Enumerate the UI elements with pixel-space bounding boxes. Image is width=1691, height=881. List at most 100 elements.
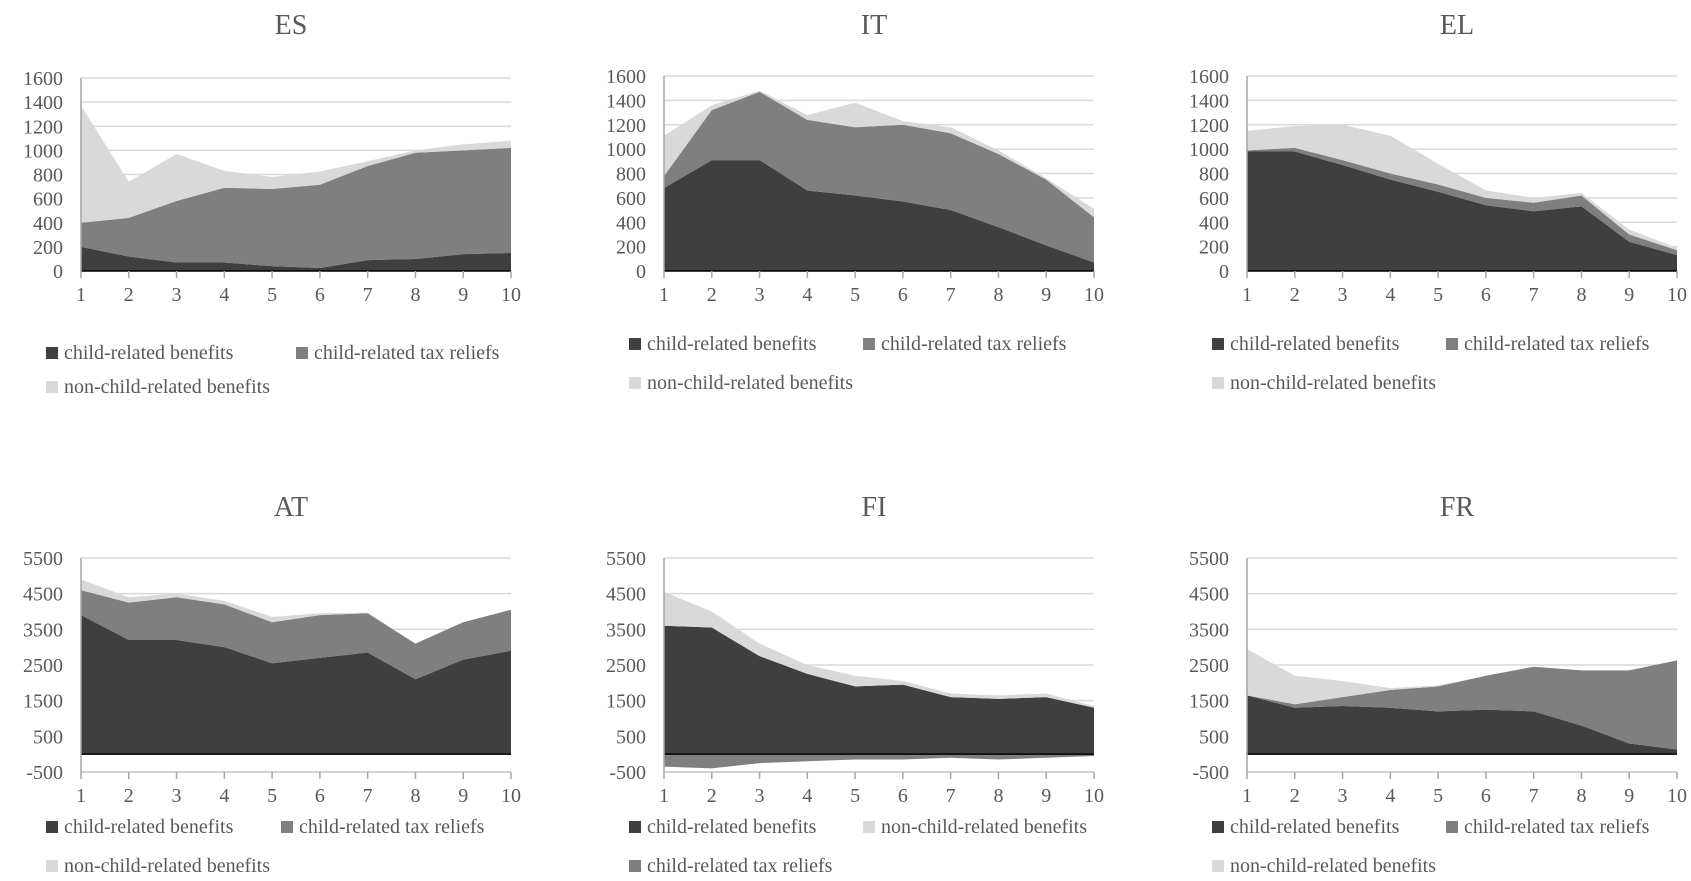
chart-at-xtick-label: 5	[267, 785, 277, 807]
chart-es-xtick-label: 6	[315, 284, 325, 306]
chart-el-xtick-label: 4	[1385, 284, 1395, 306]
chart-fr-ytick-label: 1500	[1189, 691, 1229, 713]
chart-fi-ytick-label: 2500	[606, 655, 646, 677]
chart-es-legend-swatch-non-child-related-benefits	[46, 381, 58, 393]
chart-fi-ytick-label: 500	[616, 726, 646, 748]
chart-fi-xtick-label: 1	[659, 785, 669, 807]
chart-at-ytick-label: 2500	[23, 655, 63, 677]
chart-el-ytick-label: 800	[1199, 164, 1229, 186]
chart-es-xtick-label: 3	[172, 284, 182, 306]
chart-el-legend-label-non-child-related-benefits: non-child-related benefits	[1230, 372, 1436, 394]
chart-it-xtick-label: 6	[898, 284, 908, 306]
chart-fi-legend-swatch-child-related-tax-reliefs	[629, 860, 641, 872]
chart-es-xtick-label: 8	[410, 284, 420, 306]
chart-at-area-child-related-tax-reliefs	[81, 590, 511, 680]
chart-es-xtick-label: 2	[124, 284, 134, 306]
chart-at-xtick-label: 4	[219, 785, 229, 807]
chart-el-ytick-label: 0	[1219, 261, 1229, 283]
chart-es-legend-swatch-child-related-benefits	[46, 347, 58, 359]
chart-fr-legend-label-child-related-benefits: child-related benefits	[1230, 816, 1400, 838]
chart-it-xtick-label: 1	[659, 284, 669, 306]
chart-at-ytick-label: 3500	[23, 619, 63, 641]
chart-at-xtick-label: 7	[363, 785, 373, 807]
chart-fr-xtick-label: 9	[1624, 785, 1634, 807]
chart-fr-xtick-label: 10	[1667, 785, 1687, 807]
chart-fi-area-child-related-tax-reliefs	[664, 754, 1094, 769]
chart-fi-xtick-label: 3	[755, 785, 765, 807]
chart-it-legend-label-non-child-related-benefits: non-child-related benefits	[647, 372, 853, 394]
chart-fi-xtick-label: 2	[707, 785, 717, 807]
chart-at-area-child-related-benefits	[81, 615, 511, 755]
chart-at-legend-swatch-non-child-related-benefits	[46, 860, 58, 872]
chart-it-ytick-label: 1000	[606, 139, 646, 161]
chart-it-area-child-related-tax-reliefs	[664, 91, 1094, 263]
chart-fi-xtick-label: 7	[946, 785, 956, 807]
chart-el-ytick-label: 1400	[1189, 90, 1229, 112]
chart-fr-legend-swatch-child-related-tax-reliefs	[1446, 821, 1458, 833]
chart-at-ytick-label: 4500	[23, 584, 63, 606]
chart-at-xtick-label: 10	[501, 785, 521, 807]
chart-fi-legend-label-child-related-benefits: child-related benefits	[647, 816, 817, 838]
chart-el-legend-swatch-non-child-related-benefits	[1212, 377, 1224, 389]
chart-el-area-non-child-related-benefits	[1247, 124, 1677, 251]
chart-el-xtick-label: 1	[1242, 284, 1252, 306]
chart-fr-ytick-label: 500	[1199, 726, 1229, 748]
chart-it-legend-swatch-child-related-tax-reliefs	[863, 338, 875, 350]
chart-el-title: EL	[1440, 10, 1474, 41]
chart-el-ytick-label: 400	[1199, 212, 1229, 234]
chart-fi: FI -500 500 1500 2500 3500 4500 5500 1 2 3 4 5 6 7 8 9 10…	[606, 492, 1104, 877]
chart-fr-xtick-label: 5	[1433, 785, 1443, 807]
chart-fi-ytick-label: 5500	[606, 548, 646, 570]
chart-fi-xtick-label: 4	[802, 785, 812, 807]
chart-at-ytick-label: 500	[33, 726, 63, 748]
chart-it-ytick-label: 1200	[606, 115, 646, 137]
chart-it-ytick-label: 600	[616, 188, 646, 210]
chart-es-legend-swatch-child-related-tax-reliefs	[296, 347, 308, 359]
chart-at-legend-label-child-related-tax-reliefs: child-related tax reliefs	[299, 816, 485, 838]
chart-el-xtick-label: 9	[1624, 284, 1634, 306]
chart-es-ytick-label: 800	[33, 165, 63, 187]
chart-es-xtick-label: 9	[458, 284, 468, 306]
chart-it-legend-label-child-related-benefits: child-related benefits	[647, 333, 817, 355]
chart-fi-ytick-label: 4500	[606, 584, 646, 606]
chart-at-legend-label-non-child-related-benefits: non-child-related benefits	[64, 855, 270, 877]
chart-fi-area-non-child-related-benefits	[664, 591, 1094, 708]
chart-it-xtick-label: 5	[850, 284, 860, 306]
chart-it-ytick-label: 800	[616, 164, 646, 186]
chart-es-ytick-label: 200	[33, 237, 63, 259]
chart-it-legend-label-child-related-tax-reliefs: child-related tax reliefs	[881, 333, 1067, 355]
chart-es-ytick-label: 1000	[23, 140, 63, 162]
chart-fi-area-child-related-benefits	[664, 625, 1094, 755]
chart-it-xtick-label: 7	[946, 284, 956, 306]
chart-el-xtick-label: 8	[1576, 284, 1586, 306]
chart-es-area-non-child-related-benefits	[81, 105, 511, 223]
chart-es-ytick-label: 600	[33, 189, 63, 211]
chart-at-xtick-label: 3	[172, 785, 182, 807]
chart-it-xtick-label: 2	[707, 284, 717, 306]
chart-fr-legend-label-child-related-tax-reliefs: child-related tax reliefs	[1464, 816, 1650, 838]
chart-el-ytick-label: 600	[1199, 188, 1229, 210]
chart-it-area-non-child-related-benefits	[664, 90, 1094, 218]
chart-el-legend-swatch-child-related-tax-reliefs	[1446, 338, 1458, 350]
chart-el-legend-label-child-related-tax-reliefs: child-related tax reliefs	[1464, 333, 1650, 355]
chart-fi-ytick-label: 1500	[606, 691, 646, 713]
chart-fr-xtick-label: 4	[1385, 785, 1395, 807]
chart-fr-xtick-label: 2	[1290, 785, 1300, 807]
chart-fi-xtick-label: 5	[850, 785, 860, 807]
chart-it-xtick-label: 8	[993, 284, 1003, 306]
chart-fi-xtick-label: 6	[898, 785, 908, 807]
chart-at-title: AT	[274, 492, 308, 523]
chart-it-area-child-related-benefits	[664, 160, 1094, 271]
chart-es-ytick-label: 400	[33, 213, 63, 235]
chart-fi-ytick-label: -500	[609, 762, 646, 784]
chart-it-legend-swatch-non-child-related-benefits	[629, 377, 641, 389]
chart-fr-legend-swatch-child-related-benefits	[1212, 821, 1224, 833]
chart-it-xtick-label: 9	[1041, 284, 1051, 306]
chart-fr-ytick-label: 2500	[1189, 655, 1229, 677]
chart-fr: FR -500 500 1500 2500 3500 4500 5500 1 2 3 4 5 6 7 8 9 10…	[1189, 492, 1687, 877]
chart-el-xtick-label: 5	[1433, 284, 1443, 306]
chart-it-xtick-label: 4	[802, 284, 812, 306]
